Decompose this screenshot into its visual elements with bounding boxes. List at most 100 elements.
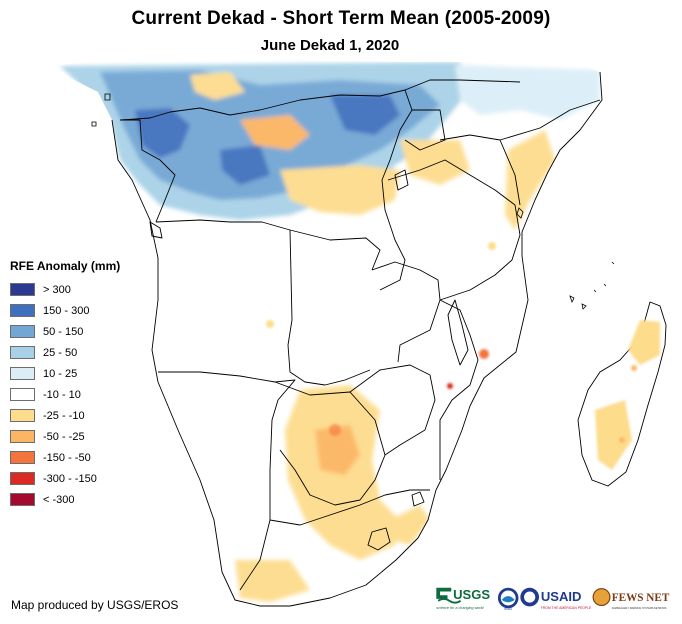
coastline	[111, 71, 603, 607]
wet-region-east	[455, 65, 600, 120]
noaa-wordmark: NOAA	[504, 607, 512, 611]
legend-swatch	[10, 283, 35, 296]
usgs-tagline: science for a changing world	[436, 606, 484, 610]
sao-tome-island	[91, 121, 97, 127]
legend-swatch	[10, 493, 35, 506]
border-zimbabwe	[349, 364, 436, 456]
border-angola-zambia	[287, 229, 371, 386]
madagascar-dry-spot	[631, 365, 637, 371]
border-gabon	[120, 119, 176, 223]
legend: RFE Anomaly (mm) > 300 150 - 300 50 - 15…	[10, 259, 160, 510]
legend-label: 25 - 50	[43, 346, 78, 359]
seychelles-islands	[593, 261, 615, 293]
border-eswatini	[411, 491, 425, 507]
dry-region-east-coast	[390, 505, 430, 545]
border-cabinda	[149, 221, 163, 239]
usaid-logo: USAID FROM THE AMERICAN PEOPLE	[520, 587, 592, 610]
dry-spot-5	[329, 424, 341, 436]
legend-label: -50 - -25	[43, 430, 85, 443]
zanzibar-island	[516, 207, 524, 219]
madagascar-dry-south	[595, 400, 632, 470]
map-title: Current Dekad - Short Term Mean (2005-20…	[131, 8, 551, 29]
map-subtitle: June Dekad 1, 2020	[260, 37, 400, 54]
legend-swatch	[10, 367, 35, 380]
border-somalia-ethiopia	[499, 99, 601, 141]
border-lesotho	[367, 527, 391, 551]
dry-spot-4	[266, 320, 274, 328]
legend-item: -10 - 10	[10, 384, 160, 405]
anomaly-shading	[60, 62, 600, 602]
legend-label: 50 - 150	[43, 325, 84, 338]
agency-logos: USGS science for a changing world NOAA U…	[436, 587, 670, 611]
dry-belt-equator	[280, 165, 400, 215]
wet-region-strong	[135, 108, 190, 158]
border-uganda	[404, 109, 446, 151]
border-botswana	[274, 381, 386, 506]
legend-label: > 300	[43, 283, 71, 296]
legend-item: < -300	[10, 489, 160, 510]
legend-swatch	[10, 409, 35, 422]
legend-label: < -300	[43, 493, 75, 506]
comoros-islands	[569, 295, 587, 310]
map-credit: Map produced by USGS/EROS	[11, 598, 179, 612]
legend-item: 150 - 300	[10, 300, 160, 321]
usgs-wordmark: USGS	[453, 587, 490, 602]
border-malawi	[447, 299, 469, 366]
legend-item: -150 - -50	[10, 447, 160, 468]
dry-patch-central	[240, 115, 310, 150]
dry-patch-north	[190, 72, 245, 100]
legend-item: 50 - 150	[10, 321, 160, 342]
fews-net-logo: FEWS NET FAMINE EARLY WARNING SYSTEMS NE…	[592, 588, 670, 610]
legend-item: 25 - 50	[10, 342, 160, 363]
fews-net-tagline: FAMINE EARLY WARNING SYSTEMS NETWORK	[612, 607, 667, 610]
bioko-island	[104, 93, 111, 101]
madagascar	[577, 301, 667, 487]
legend-swatch	[10, 430, 35, 443]
legend-label: 10 - 25	[43, 367, 78, 380]
border-mozambique	[439, 299, 479, 480]
legend-swatch	[10, 388, 35, 401]
legend-item: -300 - -150	[10, 468, 160, 489]
wet-region-strong-2	[330, 95, 400, 135]
border-namibia	[158, 371, 296, 591]
country-borders	[111, 71, 603, 607]
legend-swatch	[10, 304, 35, 317]
noaa-logo: NOAA	[497, 587, 519, 611]
fews-net-wordmark: FEWS NET	[612, 592, 670, 604]
small-islands	[91, 93, 615, 310]
dry-patch-lakes	[400, 140, 470, 185]
madagascar-dry-north	[628, 320, 660, 365]
wet-region-strong-3	[220, 145, 270, 185]
legend-swatch	[10, 325, 35, 338]
legend-label: -25 - -10	[43, 409, 85, 422]
border-tanzania	[387, 159, 521, 301]
usgs-logo: USGS science for a changing world	[436, 587, 490, 610]
border-zambia-north	[371, 261, 441, 363]
madagascar-dry-spot-2	[619, 437, 625, 443]
legend-swatch	[10, 346, 35, 359]
legend-label: -10 - 10	[43, 388, 81, 401]
legend-swatch	[10, 472, 35, 485]
border-south-africa	[269, 489, 430, 526]
dry-spot-2	[488, 242, 496, 250]
legend-swatch	[10, 451, 35, 464]
legend-label: 150 - 300	[43, 304, 90, 317]
border-rwanda	[394, 169, 409, 191]
legend-label: -300 - -150	[43, 472, 97, 485]
usaid-wordmark: USAID	[541, 589, 582, 604]
dry-region-south-core	[315, 425, 360, 475]
border-drc-east	[379, 89, 413, 291]
legend-item: -25 - -10	[10, 405, 160, 426]
border-north	[119, 79, 521, 121]
dry-spot-3	[447, 383, 453, 389]
legend-label: -150 - -50	[43, 451, 91, 464]
legend-item: -50 - -25	[10, 426, 160, 447]
legend-item: 10 - 25	[10, 363, 160, 384]
dry-strip-coast	[505, 130, 555, 230]
dry-spot-1	[479, 349, 489, 359]
legend-title: RFE Anomaly (mm)	[10, 259, 121, 273]
legend-item: > 300	[10, 279, 160, 300]
dry-region-southwest	[235, 560, 310, 602]
usaid-tagline: FROM THE AMERICAN PEOPLE	[541, 606, 592, 610]
